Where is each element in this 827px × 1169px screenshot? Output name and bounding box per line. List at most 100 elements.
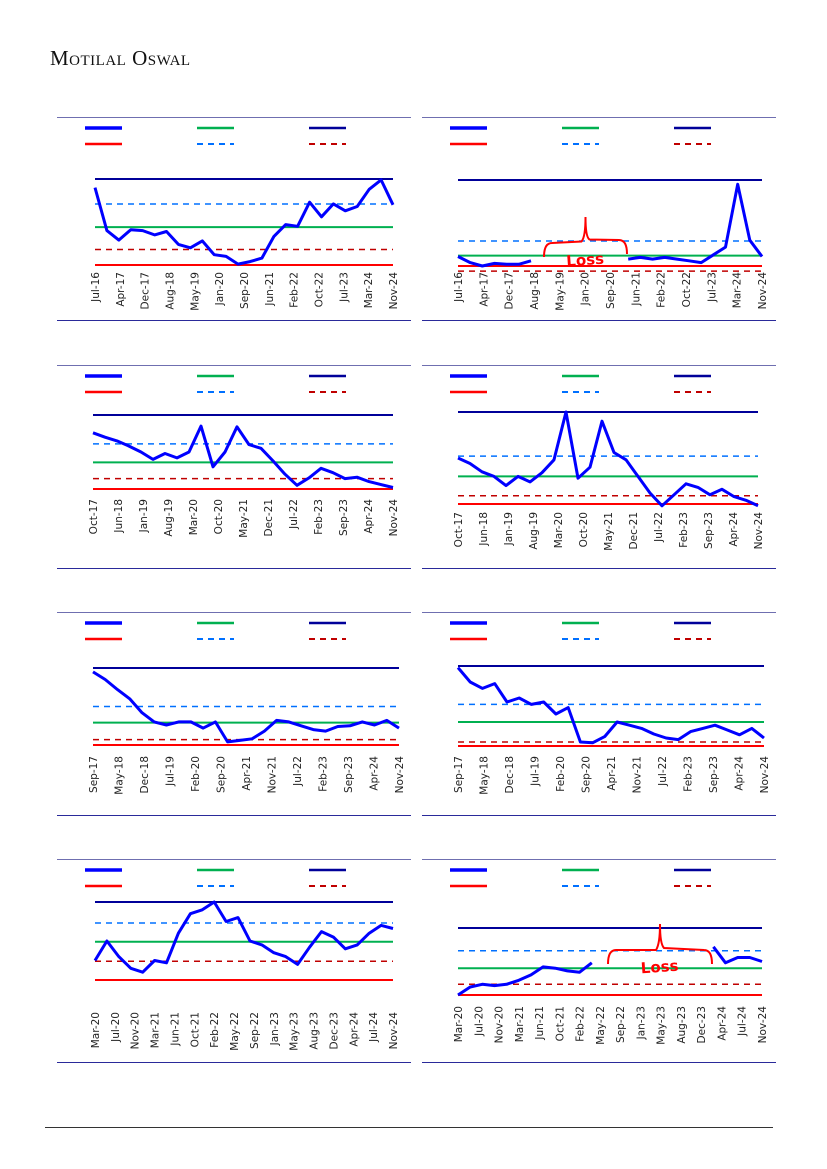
x-tick-label: Jun-21 [264, 272, 276, 307]
x-tick-label: Aug-19 [163, 499, 175, 537]
x-tick-label: Jul-23 [338, 272, 350, 303]
x-tick-label: Sep-17 [88, 756, 100, 793]
loss-brace [607, 923, 713, 965]
x-tick-label: Feb-22 [575, 1006, 587, 1042]
x-tick-label: Feb-20 [190, 756, 202, 792]
chart-svg: Oct-17 Jun-18 Jan-19 Aug-19 Mar-20 Oct-20 May-… [450, 374, 765, 551]
valuation-chart-5: Sep-17 May-18 Dec-18 Jul-19 Feb-20 Sep-20 Apr-… [57, 612, 411, 816]
valuation-chart-2: Jul-16 Apr-17 Dec-17 Aug-18 May-19 Jan-20 Sep-… [422, 117, 776, 321]
x-tick-label: Feb-23 [318, 756, 330, 792]
x-tick-label: Jul-22 [292, 756, 304, 787]
loss-label: Loss [566, 250, 605, 271]
x-tick-label: Jul-22 [653, 512, 665, 543]
x-tick-label: Jan-19 [503, 512, 515, 546]
x-tick-label: Jun-18 [478, 512, 490, 547]
x-tick-label: Jul-24 [368, 1012, 380, 1043]
x-tick-label: Jun-18 [113, 499, 125, 534]
x-tick-label: Nov-24 [757, 272, 769, 310]
x-tick-label: Jul-19 [165, 756, 177, 787]
x-tick-label: Apr-24 [348, 1012, 360, 1047]
x-tick-label: Feb-22 [289, 272, 301, 308]
x-tick-label: Dec-18 [139, 756, 151, 793]
x-tick-label: Nov-24 [388, 499, 400, 537]
series-line [456, 666, 765, 745]
loss-brace [543, 216, 628, 258]
x-tick-label: Oct-22 [314, 272, 326, 307]
x-tick-label: Apr-24 [716, 1006, 728, 1041]
valuation-chart-3: Oct-17 Jun-18 Jan-19 Aug-19 Mar-20 Oct-20 May-… [57, 365, 411, 569]
x-tick-label: Sep-20 [605, 272, 617, 309]
x-tick-label: Mar-20 [188, 499, 200, 535]
x-tick-label: Jun-21 [169, 1012, 181, 1047]
x-tick-label: Sep-20 [216, 756, 228, 793]
x-tick-label: May-21 [238, 499, 250, 538]
chart-svg: Jul-16 Apr-17 Dec-17 Aug-18 May-19 Jan-20 Sep-… [450, 126, 769, 311]
series-line [93, 900, 394, 974]
x-tick-label: Oct-22 [681, 272, 693, 307]
x-tick-label: May-18 [479, 756, 491, 795]
chart-svg: Oct-17 Jun-18 Jan-19 Aug-19 Mar-20 Oct-20 May-… [85, 374, 400, 538]
series-line [457, 945, 763, 997]
x-tick-label: May-21 [603, 512, 615, 551]
series-line [93, 178, 395, 266]
series-line [92, 670, 400, 744]
x-tick-label: Feb-23 [313, 499, 325, 535]
series-line [457, 182, 764, 268]
valuation-chart-1: Jul-16 Apr-17 Dec-17 Aug-18 May-19 Jan-20 Sep-… [57, 117, 411, 321]
x-tick-label: Jul-20 [110, 1012, 122, 1043]
x-tick-label: May-19 [554, 272, 566, 311]
valuation-chart-7: Mar-20 Jul-20 Nov-20 Mar-21 Jun-21 Oct-21 Feb-… [57, 859, 411, 1063]
x-tick-label: Jul-23 [706, 272, 718, 303]
x-tick-label: Dec-23 [696, 1006, 708, 1043]
x-tick-label: May-22 [595, 1006, 607, 1045]
x-tick-label: Nov-21 [267, 756, 279, 793]
x-tick-label: Jan-23 [635, 1006, 647, 1040]
x-tick-label: Nov-24 [753, 512, 765, 550]
chart-svg: Mar-20 Jul-20 Nov-20 Mar-21 Jun-21 Oct-21 Feb-… [450, 868, 769, 1045]
x-tick-label: Sep-23 [343, 756, 355, 793]
x-tick-label: May-22 [229, 1012, 241, 1051]
chart-svg: Mar-20 Jul-20 Nov-20 Mar-21 Jun-21 Oct-21 Feb-… [85, 868, 400, 1051]
x-tick-label: Sep-22 [615, 1006, 627, 1043]
x-tick-label: Jun-21 [630, 272, 642, 307]
x-tick-label: Jul-24 [737, 1006, 749, 1037]
x-tick-label: Sep-23 [703, 512, 715, 549]
x-tick-label: Nov-24 [388, 272, 400, 310]
x-tick-label: Feb-22 [209, 1012, 221, 1048]
x-tick-label: May-18 [114, 756, 126, 795]
x-tick-label: May-19 [189, 272, 201, 311]
valuation-chart-6: Sep-17 May-18 Dec-18 Jul-19 Feb-20 Sep-20 Apr-… [422, 612, 776, 816]
x-tick-label: Nov-24 [388, 1012, 400, 1050]
x-tick-label: Oct-21 [554, 1006, 566, 1041]
chart-svg: Jul-16 Apr-17 Dec-17 Aug-18 May-19 Jan-20 Sep-… [85, 126, 400, 311]
x-tick-label: Aug-18 [165, 272, 177, 310]
valuation-chart-4: Oct-17 Jun-18 Jan-19 Aug-19 Mar-20 Oct-20 May-… [422, 365, 776, 569]
x-tick-label: Aug-23 [676, 1006, 688, 1044]
x-tick-label: Nov-24 [759, 756, 771, 794]
x-tick-label: Oct-17 [453, 512, 465, 547]
series-line [92, 424, 394, 489]
x-tick-label: May-23 [656, 1006, 668, 1045]
x-tick-label: Mar-24 [363, 272, 375, 309]
x-tick-label: Sep-20 [239, 272, 251, 309]
x-tick-label: Feb-20 [555, 756, 567, 792]
x-tick-label: Apr-24 [363, 499, 375, 534]
x-tick-label: Jul-22 [657, 756, 669, 787]
x-tick-label: Feb-23 [678, 512, 690, 548]
x-tick-label: Dec-21 [628, 512, 640, 549]
x-tick-label: Dec-21 [263, 499, 275, 536]
x-tick-label: Apr-24 [728, 512, 740, 547]
chart-svg: Sep-17 May-18 Dec-18 Jul-19 Feb-20 Sep-20 Apr-… [85, 621, 406, 795]
x-tick-label: Oct-17 [88, 499, 100, 534]
x-tick-label: Sep-23 [708, 756, 720, 793]
x-tick-label: Dec-18 [504, 756, 516, 793]
x-tick-label: Feb-22 [656, 272, 668, 308]
x-tick-label: Sep-17 [453, 756, 465, 793]
x-tick-label: Nov-24 [757, 1006, 769, 1044]
x-tick-label: Apr-21 [606, 756, 618, 791]
x-tick-label: Jul-16 [90, 272, 102, 303]
x-tick-label: Aug-23 [309, 1012, 321, 1050]
x-tick-label: Dec-17 [140, 272, 152, 309]
loss-label: Loss [640, 957, 679, 978]
x-tick-label: Jul-22 [288, 499, 300, 530]
